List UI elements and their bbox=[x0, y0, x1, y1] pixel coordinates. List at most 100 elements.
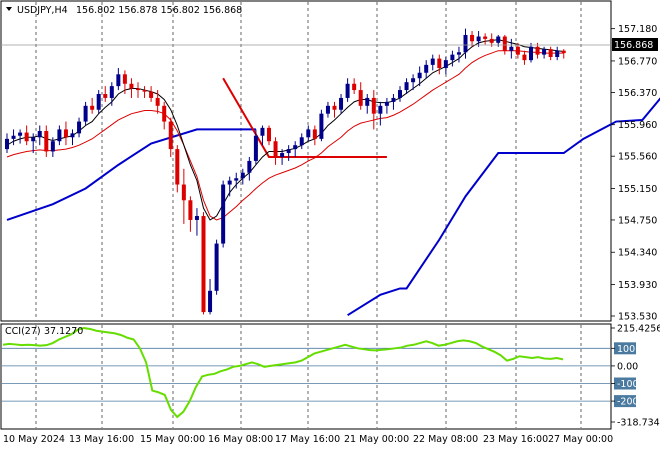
time-label: 23 May 16:00 bbox=[483, 434, 548, 445]
candle bbox=[168, 117, 173, 157]
candle-body bbox=[496, 36, 501, 43]
candle-body bbox=[522, 54, 527, 61]
time-label: 13 May 16:00 bbox=[69, 434, 134, 445]
candle-body bbox=[332, 105, 337, 110]
candle-body bbox=[5, 138, 9, 150]
candle bbox=[476, 31, 481, 47]
candle-body bbox=[63, 129, 68, 138]
candle bbox=[306, 125, 311, 142]
candle-body bbox=[463, 34, 468, 53]
cci-series bbox=[2, 327, 564, 419]
candle-body bbox=[502, 36, 507, 51]
price-tick-label: 154.750 bbox=[618, 215, 657, 226]
slow-ma-line bbox=[6, 50, 564, 221]
collapse-arrow-icon[interactable] bbox=[6, 7, 12, 11]
candle bbox=[37, 125, 42, 146]
candle bbox=[424, 60, 429, 79]
candle-body bbox=[116, 74, 121, 87]
candle-body bbox=[273, 141, 278, 157]
candle-body bbox=[424, 64, 429, 73]
candle bbox=[194, 208, 199, 236]
candle-body bbox=[181, 184, 186, 201]
candle bbox=[509, 38, 514, 59]
cci-levels bbox=[2, 347, 610, 402]
candle bbox=[542, 46, 547, 59]
candle-body bbox=[319, 113, 324, 139]
candle bbox=[221, 180, 226, 248]
candle bbox=[437, 54, 442, 75]
candle bbox=[299, 133, 304, 150]
candle bbox=[136, 82, 140, 98]
candle-body bbox=[489, 38, 494, 43]
candle bbox=[430, 54, 435, 71]
candle bbox=[529, 42, 533, 63]
candle bbox=[456, 46, 461, 63]
candle bbox=[247, 156, 252, 181]
candle bbox=[555, 46, 560, 61]
candle bbox=[522, 50, 527, 65]
candle bbox=[90, 97, 95, 114]
candle-body bbox=[83, 105, 88, 122]
candle bbox=[280, 149, 285, 165]
candle-body bbox=[476, 36, 481, 42]
candle bbox=[352, 78, 357, 94]
candle bbox=[398, 86, 402, 102]
candle bbox=[345, 78, 350, 102]
candle bbox=[325, 101, 330, 118]
candle bbox=[253, 129, 258, 165]
time-label: 21 May 00:00 bbox=[344, 434, 409, 445]
candle-body bbox=[136, 88, 140, 91]
candle-body bbox=[201, 216, 206, 313]
candle bbox=[489, 33, 494, 47]
candle bbox=[470, 31, 475, 47]
candle-body bbox=[358, 90, 363, 106]
candle bbox=[63, 121, 68, 146]
candle-body bbox=[122, 74, 127, 84]
candle bbox=[384, 97, 389, 114]
candle bbox=[188, 196, 193, 232]
candle-body bbox=[286, 149, 291, 154]
candle bbox=[208, 279, 213, 315]
candle bbox=[548, 46, 553, 61]
candle bbox=[149, 86, 154, 102]
cci-level-tag-bg bbox=[614, 342, 636, 355]
candle bbox=[103, 86, 108, 102]
candle-body bbox=[555, 50, 560, 57]
candle bbox=[391, 94, 396, 110]
candle bbox=[201, 212, 206, 315]
candle-body bbox=[221, 184, 226, 244]
trailing-stop-segment bbox=[6, 128, 256, 221]
candle-body bbox=[483, 36, 488, 39]
cci-tick-label: -100 bbox=[617, 379, 639, 390]
candle-body bbox=[325, 105, 330, 114]
candle bbox=[319, 109, 324, 142]
cci-value: 37.1270 bbox=[44, 326, 83, 337]
candle bbox=[129, 78, 134, 98]
price-panel-frame bbox=[0, 0, 612, 322]
candle-body bbox=[175, 149, 180, 185]
candle bbox=[286, 145, 291, 161]
candle bbox=[214, 239, 219, 295]
candle bbox=[181, 168, 186, 224]
candle-body bbox=[470, 34, 475, 42]
candle bbox=[260, 125, 265, 146]
cci-panel-frame bbox=[0, 323, 612, 430]
time-label: 15 May 00:00 bbox=[140, 434, 205, 445]
candle-body bbox=[384, 101, 389, 106]
time-label: 27 May 00:00 bbox=[548, 434, 613, 445]
candle-body bbox=[11, 135, 16, 139]
time-label: 22 May 08:00 bbox=[413, 434, 478, 445]
price-tick-label: 155.560 bbox=[618, 152, 657, 163]
candle-body bbox=[391, 97, 396, 102]
candle-body bbox=[417, 72, 422, 79]
price-tick-label: 155.960 bbox=[618, 120, 657, 131]
candle bbox=[50, 137, 55, 157]
candle bbox=[227, 176, 232, 197]
candle-body bbox=[561, 50, 566, 54]
candle bbox=[483, 33, 488, 45]
candle bbox=[109, 82, 114, 106]
candle-body bbox=[345, 83, 350, 98]
